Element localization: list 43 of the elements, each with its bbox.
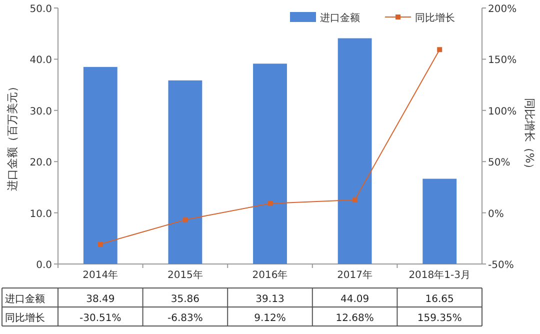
data-label: 35.86 [170,294,200,305]
data-label: -30.51% [80,313,122,324]
point [437,47,442,52]
point [268,200,272,206]
y2-tick-label: -50% [488,260,514,271]
bar [168,80,202,264]
point [98,242,103,247]
x-tick-label: 2015年 [167,269,203,281]
y2-tick-label: 0% [488,208,504,220]
y2-tick-label: 100% [488,106,517,118]
x-tick-label: 2018年1-3月 [408,269,470,281]
data-label: 44.09 [340,294,370,305]
data-label: 159.35% [417,313,462,324]
bar [83,66,118,264]
bar [338,38,372,264]
bar [253,64,287,264]
data-label: 39.13 [256,294,284,305]
y2-tick-label: 150% [488,55,517,66]
text: 同比增长 [5,313,45,324]
x-tick-label: 2016年 [252,269,288,281]
bar [422,178,457,264]
y-axis-title: 进口金额（百万美元） [6,81,19,191]
y-tick-label: 30.0 [30,106,52,118]
x-tick-label: 2014年 [82,269,118,281]
y-tick-label: 20.0 [30,158,52,169]
y2-tick-label: 200% [488,4,517,15]
data-label: 12.68% [336,313,374,324]
data-label: -6.83% [168,313,203,324]
data-label: 38.49 [86,294,115,305]
y-tick-label: 40.0 [30,55,52,66]
point [182,217,188,222]
text: 进口金额 [5,294,45,305]
point [352,197,358,202]
y2-axis-title: 同比增长（%） [523,98,536,174]
legend-label: 进口金额 [320,12,360,24]
y-tick-label: 0.0 [36,260,52,271]
data-label: 16.65 [425,294,454,305]
legend-label: 同比增长 [415,12,455,24]
x-tick-label: 2017年 [337,269,373,281]
y-tick-label: 10.0 [30,208,52,220]
data-label: 9.12% [254,313,286,324]
y2-tick-label: 50% [488,158,510,169]
y-tick-label: 50.0 [30,4,52,15]
